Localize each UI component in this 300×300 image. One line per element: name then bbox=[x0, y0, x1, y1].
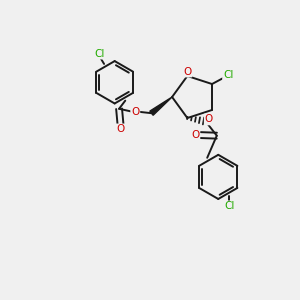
Text: Cl: Cl bbox=[223, 70, 233, 80]
Text: O: O bbox=[191, 130, 200, 140]
Text: O: O bbox=[131, 107, 140, 117]
Text: O: O bbox=[183, 67, 191, 76]
Text: Cl: Cl bbox=[224, 201, 235, 211]
Polygon shape bbox=[150, 97, 172, 115]
Text: O: O bbox=[116, 124, 125, 134]
Text: O: O bbox=[205, 115, 213, 124]
Text: Cl: Cl bbox=[94, 49, 105, 58]
